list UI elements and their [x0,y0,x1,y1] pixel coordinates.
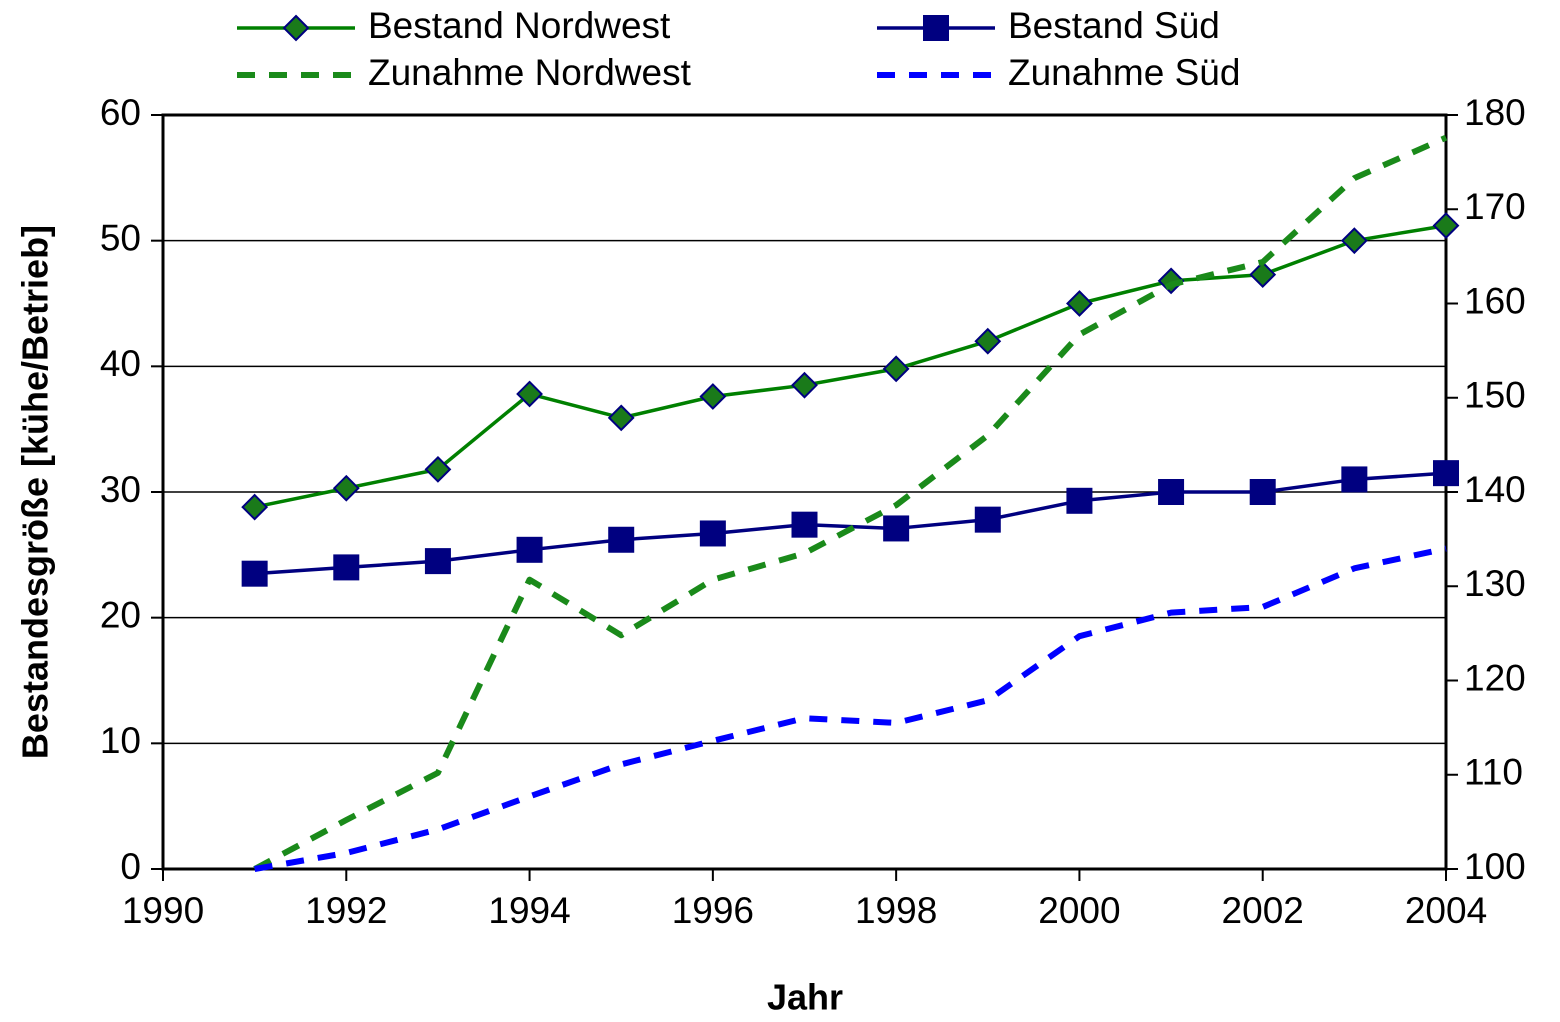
legend-marker [282,14,310,42]
legend-label: Bestand Nordwest [368,5,671,46]
data-point [882,355,910,383]
y2-tick-label: 150 [1464,375,1526,416]
data-point [516,536,543,563]
y-tick-label: 60 [100,92,141,133]
y-tick-label: 20 [100,594,141,635]
y-tick-label: 10 [100,720,141,761]
data-point [1341,466,1368,493]
data-point [883,515,910,542]
data-point [791,371,818,399]
data-point [424,455,452,483]
series-line [254,545,1447,872]
y2-tick-label: 120 [1464,657,1526,698]
data-point [1157,267,1185,295]
legend-label: Zunahme Nordwest [368,52,692,93]
legend-label: Bestand Süd [1008,5,1220,46]
data-point [1433,460,1459,487]
y2-tick-label: 130 [1464,563,1526,604]
data-point [1249,261,1277,289]
y2-tick-label: 100 [1464,846,1526,887]
legend-label: Zunahme Süd [1008,52,1240,93]
x-tick-label: 2002 [1222,890,1304,931]
data-point [516,380,543,408]
y2-tick-label: 160 [1464,280,1526,321]
x-tick-label: 2000 [1038,890,1120,931]
data-point [608,526,635,553]
y-tick-label: 30 [100,469,141,510]
y-tick-label: 50 [100,217,141,258]
legend-marker [923,15,949,41]
series-line [253,134,1448,872]
data-point [241,560,268,587]
data-point [699,520,726,547]
y-tick-label: 0 [120,846,141,887]
data-point [1432,212,1460,240]
data-point [241,493,269,521]
data-point [424,548,451,575]
y2-tick-label: 140 [1464,469,1526,510]
data-point [974,506,1001,533]
data-point [1066,290,1093,317]
data-point [1340,227,1368,255]
y2-tick-label: 110 [1464,752,1523,793]
data-point [607,404,635,432]
series-line [254,223,1447,509]
y-tick-label: 40 [100,343,141,384]
x-tick-label: 1994 [488,890,570,931]
data-point [1158,479,1185,505]
data-point [699,383,727,410]
x-tick-label: 1996 [672,890,754,931]
data-point [1249,479,1276,505]
data-point [1066,487,1093,514]
x-tick-label: 1998 [855,890,937,931]
y2-tick-label: 170 [1464,186,1526,227]
y2-tick-label: 180 [1464,92,1526,133]
data-point [333,554,360,581]
x-axis-title: Jahr [767,977,843,1018]
data-point [791,511,818,538]
x-tick-label: 1990 [122,890,204,931]
y-axis-title: Bestandesgröße [kühe/Betrieb] [15,225,56,759]
data-point [974,327,1002,355]
data-point [332,474,360,502]
x-tick-label: 2004 [1405,890,1487,931]
plot-frame [161,113,1448,871]
x-tick-label: 1992 [305,890,387,931]
